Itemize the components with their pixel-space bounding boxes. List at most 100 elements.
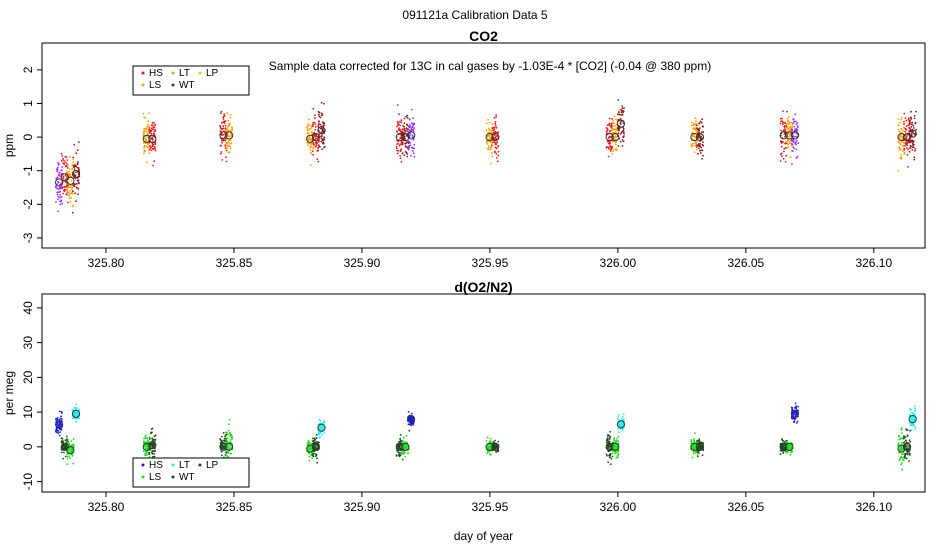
data-point bbox=[76, 186, 78, 189]
data-point bbox=[907, 117, 910, 120]
mean-marker bbox=[785, 131, 794, 140]
data-point bbox=[142, 141, 145, 144]
data-point bbox=[487, 450, 490, 453]
data-point bbox=[70, 197, 72, 199]
data-point bbox=[698, 145, 701, 148]
data-point bbox=[622, 140, 625, 143]
data-point bbox=[66, 159, 69, 162]
y-tick-label: 0 bbox=[21, 133, 35, 140]
data-point bbox=[149, 145, 151, 147]
data-point bbox=[223, 139, 225, 142]
data-point bbox=[225, 129, 228, 132]
data-point bbox=[908, 123, 911, 126]
data-point bbox=[409, 124, 411, 126]
data-point bbox=[615, 457, 618, 459]
data-point bbox=[612, 119, 615, 122]
data-point bbox=[485, 440, 488, 442]
data-point bbox=[230, 129, 233, 132]
data-point bbox=[694, 124, 696, 126]
data-point bbox=[403, 126, 405, 128]
data-point bbox=[77, 181, 80, 184]
data-point bbox=[697, 455, 699, 458]
data-point bbox=[313, 437, 316, 440]
data-point bbox=[69, 155, 71, 158]
data-point bbox=[697, 143, 700, 146]
data-point bbox=[64, 439, 67, 442]
data-point bbox=[701, 454, 704, 456]
data-point bbox=[403, 122, 406, 125]
data-point bbox=[68, 455, 70, 457]
data-point bbox=[221, 141, 224, 144]
data-point bbox=[698, 127, 701, 129]
data-point bbox=[57, 210, 59, 213]
data-point bbox=[401, 450, 404, 453]
data-point bbox=[316, 457, 318, 460]
data-point bbox=[791, 450, 794, 453]
data-point bbox=[900, 463, 902, 466]
data-point bbox=[911, 140, 913, 143]
data-point bbox=[308, 118, 310, 121]
data-point bbox=[314, 114, 316, 116]
data-point bbox=[700, 149, 703, 152]
data-point bbox=[701, 143, 704, 146]
data-point bbox=[398, 144, 401, 147]
data-point bbox=[319, 116, 322, 119]
data-point bbox=[322, 122, 325, 125]
data-point bbox=[901, 427, 903, 429]
data-point bbox=[622, 131, 625, 134]
data-point bbox=[620, 114, 623, 116]
data-point bbox=[63, 190, 66, 193]
data-point bbox=[58, 183, 61, 186]
data-point bbox=[225, 433, 228, 436]
data-point bbox=[912, 144, 915, 147]
data-point bbox=[608, 434, 611, 437]
data-point bbox=[795, 135, 797, 138]
data-point bbox=[608, 141, 611, 143]
data-point bbox=[151, 136, 154, 139]
data-point bbox=[909, 440, 912, 443]
data-point bbox=[144, 139, 147, 141]
data-point bbox=[60, 415, 62, 418]
data-point bbox=[795, 406, 797, 409]
data-point bbox=[142, 450, 145, 452]
data-point bbox=[66, 457, 69, 460]
data-point bbox=[899, 148, 902, 151]
legend-label: HS bbox=[149, 68, 163, 79]
data-point bbox=[491, 144, 493, 147]
data-point bbox=[57, 163, 60, 166]
data-point bbox=[311, 132, 314, 134]
data-point bbox=[411, 136, 414, 139]
data-point bbox=[793, 120, 796, 123]
data-point bbox=[909, 145, 912, 148]
data-point bbox=[225, 149, 228, 152]
data-point bbox=[694, 144, 697, 147]
data-point bbox=[792, 146, 794, 148]
data-point bbox=[699, 120, 702, 123]
data-point bbox=[413, 143, 416, 146]
data-point bbox=[785, 154, 787, 157]
data-point bbox=[73, 168, 76, 171]
y-tick-label: 2 bbox=[21, 66, 35, 73]
data-point bbox=[487, 127, 490, 130]
data-point bbox=[73, 183, 76, 186]
data-point bbox=[790, 128, 793, 131]
note-background bbox=[268, 58, 713, 73]
data-point bbox=[412, 423, 414, 426]
data-point bbox=[781, 141, 784, 143]
y-tick-label: 40 bbox=[21, 301, 35, 315]
data-point bbox=[74, 192, 76, 195]
data-point bbox=[231, 127, 234, 130]
data-point bbox=[75, 152, 78, 155]
legend-marker bbox=[171, 83, 175, 87]
data-point bbox=[702, 125, 704, 128]
data-point bbox=[56, 183, 58, 186]
data-point bbox=[143, 149, 146, 152]
data-point bbox=[230, 433, 233, 436]
data-point bbox=[396, 120, 399, 123]
data-point bbox=[609, 453, 611, 456]
data-point bbox=[407, 411, 410, 413]
data-point bbox=[779, 160, 782, 162]
data-point bbox=[404, 440, 406, 443]
data-point bbox=[489, 148, 491, 151]
data-point bbox=[495, 116, 497, 118]
